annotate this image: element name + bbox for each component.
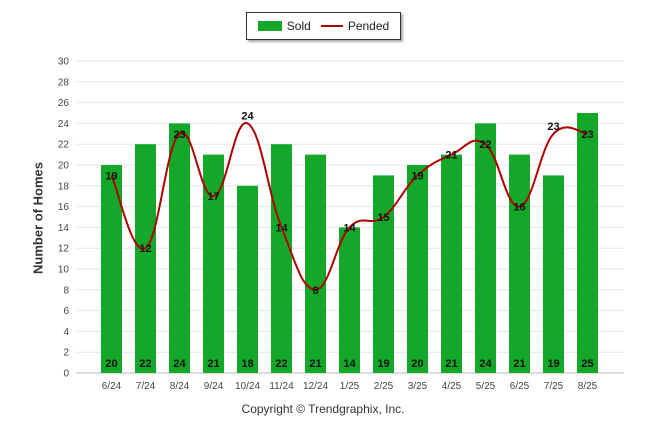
data-label-pended: 24	[241, 110, 254, 122]
bar-sold	[475, 123, 496, 374]
y-tick-label: 20	[58, 161, 70, 172]
data-label-sold: 20	[411, 358, 423, 370]
data-label-pended: 15	[377, 212, 389, 224]
data-label-pended: 23	[547, 121, 559, 133]
x-tick-label: 3/25	[408, 381, 428, 392]
bar-sold	[407, 165, 428, 373]
data-label-pended: 14	[275, 222, 288, 234]
y-tick-label: 16	[58, 202, 70, 213]
data-label-sold: 21	[513, 358, 525, 370]
data-label-pended: 14	[343, 222, 356, 234]
chart-legend: Sold Pended	[246, 12, 401, 40]
data-label-sold: 19	[377, 358, 389, 370]
bar-sold	[339, 227, 360, 373]
data-label-sold: 22	[275, 358, 287, 370]
y-tick-label: 28	[58, 77, 70, 88]
x-tick-label: 11/24	[269, 381, 294, 392]
bar-sold	[577, 113, 598, 373]
copyright-footer: Copyright © Trendgraphix, Inc.	[241, 402, 405, 416]
y-tick-label: 22	[58, 140, 70, 151]
data-label-pended: 8	[312, 285, 318, 297]
bar-sold	[543, 175, 564, 373]
data-label-pended: 19	[411, 170, 423, 182]
bar-sold	[135, 144, 156, 373]
x-tick-label: 6/24	[102, 381, 122, 392]
data-label-sold: 24	[173, 358, 186, 370]
y-tick-label: 0	[63, 369, 69, 380]
legend-item-pended[interactable]: Pended	[320, 19, 390, 33]
x-tick-label: 7/25	[544, 381, 564, 392]
x-tick-label: 8/25	[578, 381, 598, 392]
data-label-sold: 21	[207, 358, 219, 370]
data-label-sold: 19	[547, 358, 559, 370]
data-label-pended: 19	[105, 170, 117, 182]
legend-swatch-pended	[320, 25, 343, 27]
bar-sold	[203, 154, 224, 373]
y-tick-label: 14	[58, 223, 70, 234]
x-tick-label: 8/24	[170, 381, 190, 392]
legend-item-sold[interactable]: Sold	[257, 19, 311, 33]
y-tick-label: 10	[58, 265, 70, 276]
data-label-pended: 23	[581, 129, 593, 141]
data-label-sold: 21	[445, 358, 457, 370]
data-label-pended: 22	[479, 139, 491, 151]
y-tick-label: 24	[58, 119, 70, 130]
x-tick-label: 5/25	[476, 381, 496, 392]
x-tick-label: 4/25	[442, 381, 462, 392]
data-label-sold: 14	[343, 358, 356, 370]
y-tick-label: 26	[58, 98, 70, 109]
x-tick-label: 1/25	[340, 381, 360, 392]
x-tick-label: 6/25	[510, 381, 530, 392]
x-tick-label: 9/24	[204, 381, 224, 392]
bar-sold	[441, 154, 462, 373]
x-tick-label: 2/25	[374, 381, 394, 392]
y-tick-label: 8	[63, 285, 69, 296]
x-tick-label: 10/24	[235, 381, 260, 392]
bar-sold	[305, 154, 326, 373]
data-label-sold: 21	[309, 358, 321, 370]
y-tick-label: 30	[58, 57, 70, 68]
bar-sold	[271, 144, 292, 373]
y-tick-label: 12	[58, 244, 70, 255]
data-label-sold: 24	[479, 358, 492, 370]
bar-sold	[169, 123, 190, 374]
legend-label-sold: Sold	[286, 19, 311, 33]
data-label-sold: 18	[241, 358, 253, 370]
y-tick-label: 18	[58, 181, 70, 192]
legend-swatch-sold	[257, 21, 282, 31]
x-tick-label: 7/24	[136, 381, 156, 392]
line-pended	[110, 122, 588, 291]
y-tick-label: 2	[63, 348, 69, 359]
bar-sold	[101, 165, 122, 373]
data-label-pended: 12	[139, 243, 151, 255]
y-tick-label: 4	[63, 327, 69, 338]
data-label-pended: 17	[207, 191, 219, 203]
data-label-pended: 21	[445, 150, 457, 162]
legend-label-pended: Pended	[347, 19, 390, 33]
data-label-sold: 22	[139, 358, 151, 370]
data-label-pended: 16	[513, 202, 525, 214]
data-label-pended: 23	[173, 129, 185, 141]
data-label-sold: 25	[581, 358, 593, 370]
x-tick-label: 12/24	[303, 381, 328, 392]
y-tick-label: 6	[63, 306, 69, 317]
bar-sold	[237, 185, 258, 373]
bar-sold	[373, 175, 394, 373]
bar-sold	[509, 154, 530, 373]
data-label-sold: 20	[105, 358, 117, 370]
